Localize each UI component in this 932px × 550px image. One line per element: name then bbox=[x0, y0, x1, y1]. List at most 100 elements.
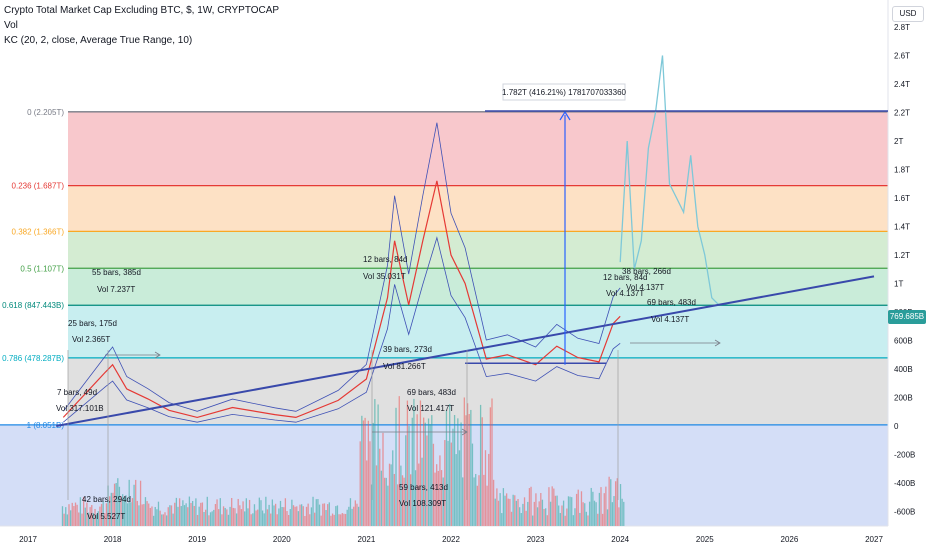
volume-bar bbox=[496, 488, 498, 526]
volume-bar bbox=[68, 504, 70, 526]
volume-bar bbox=[488, 453, 490, 526]
volume-bar bbox=[73, 506, 75, 526]
range-annotation: 59 bars, 413d bbox=[399, 483, 448, 492]
indicator-legend[interactable]: KC (20, 2, close, Average True Range, 10… bbox=[4, 35, 193, 46]
range-arrow-head bbox=[461, 428, 468, 436]
volume-bar bbox=[242, 501, 244, 526]
volume-bar bbox=[180, 506, 182, 526]
volume-bar bbox=[457, 418, 459, 526]
volume-bar bbox=[429, 424, 431, 526]
volume-bar bbox=[470, 409, 472, 526]
volume-bar bbox=[341, 513, 343, 526]
volume-bar bbox=[481, 417, 483, 526]
volume-bar bbox=[359, 441, 361, 526]
volume-bar bbox=[519, 507, 521, 526]
volume-bar bbox=[312, 496, 314, 526]
volume-bar bbox=[71, 502, 73, 526]
y-tick-label: -200B bbox=[894, 451, 915, 460]
volume-bar bbox=[349, 498, 352, 526]
volume-bar bbox=[475, 473, 477, 526]
volume-bar bbox=[372, 422, 374, 526]
projection-line bbox=[619, 55, 720, 306]
volume-bar bbox=[410, 474, 412, 526]
x-tick-label: 2017 bbox=[19, 535, 37, 544]
fib-label: 1 (8.051B) bbox=[27, 421, 65, 430]
volume-bar bbox=[187, 507, 189, 526]
volume-bar bbox=[167, 507, 169, 526]
currency-button[interactable]: USD bbox=[892, 6, 924, 22]
volume-bar bbox=[492, 479, 495, 526]
volume-bar bbox=[81, 513, 83, 526]
volume-bar bbox=[551, 486, 553, 526]
x-tick-label: 2025 bbox=[696, 535, 714, 544]
volume-bar bbox=[105, 503, 108, 526]
volume-bar bbox=[148, 503, 150, 526]
volume-bar bbox=[237, 498, 239, 526]
volume-bar bbox=[178, 498, 181, 526]
volume-bar bbox=[442, 477, 444, 526]
volume-bar bbox=[161, 514, 163, 526]
range-annotation: 69 bars, 483d bbox=[647, 298, 696, 307]
volume-bar bbox=[486, 485, 488, 526]
volume-bar bbox=[344, 513, 347, 526]
volume-bar bbox=[94, 508, 96, 526]
fib-zone bbox=[68, 185, 888, 232]
volume-bar bbox=[388, 463, 391, 526]
volume-bar bbox=[605, 486, 607, 526]
y-tick-label: 600B bbox=[894, 337, 913, 346]
volume-bar bbox=[549, 501, 552, 526]
volume-bar bbox=[248, 499, 251, 526]
volume-bar bbox=[125, 495, 127, 526]
volume-bar bbox=[128, 479, 130, 526]
volume-bar bbox=[92, 512, 95, 526]
volume-bar bbox=[209, 512, 212, 526]
volume-bar bbox=[265, 496, 267, 526]
volume-bar bbox=[421, 457, 423, 526]
volume-bar bbox=[123, 497, 125, 526]
volume-bar bbox=[538, 501, 540, 526]
volume-bar bbox=[79, 497, 82, 526]
volume-bar bbox=[621, 498, 623, 526]
volume-bar bbox=[401, 475, 404, 526]
volume-bar bbox=[214, 504, 217, 526]
volume-bar bbox=[369, 441, 371, 526]
volume-bar bbox=[561, 505, 563, 526]
volume-bar bbox=[86, 502, 88, 526]
volume-bar bbox=[575, 493, 578, 526]
range-annotation: Vol 81.266T bbox=[383, 362, 426, 371]
volume-bar bbox=[330, 515, 332, 526]
volume-bar bbox=[383, 477, 386, 526]
volume-bar bbox=[133, 484, 135, 526]
measure-box bbox=[502, 83, 626, 101]
volume-bar bbox=[479, 404, 482, 526]
fib-label: 0.236 (1.687T) bbox=[12, 182, 65, 191]
volume-bar bbox=[159, 510, 161, 526]
volume-bar bbox=[585, 511, 588, 526]
y-tick-label: -400B bbox=[894, 479, 915, 488]
volume-bar bbox=[227, 514, 230, 526]
volume-bar bbox=[314, 512, 316, 526]
volume-bar bbox=[139, 480, 142, 526]
volume-bar bbox=[540, 492, 542, 526]
volume-bar bbox=[445, 410, 448, 526]
fib-label: 0 (2.205T) bbox=[27, 108, 64, 117]
volume-bar bbox=[426, 435, 428, 526]
volume-bar bbox=[387, 485, 389, 526]
volume-bar bbox=[403, 477, 405, 526]
volume-bar bbox=[466, 403, 469, 526]
volume-bar bbox=[577, 489, 579, 526]
volume-bar bbox=[109, 496, 111, 526]
volume-bar bbox=[338, 514, 340, 526]
volume-bar bbox=[367, 420, 370, 526]
volume-bar bbox=[462, 477, 464, 526]
volume-bar bbox=[370, 484, 373, 526]
volume-bar bbox=[522, 503, 524, 526]
volume-bar bbox=[245, 498, 247, 526]
volume-bar bbox=[268, 504, 270, 526]
volume-bar bbox=[122, 494, 124, 526]
y-tick-label: 1.8T bbox=[894, 166, 910, 175]
volume-bar bbox=[619, 484, 622, 526]
volume-bar bbox=[221, 514, 223, 526]
volume-bar bbox=[130, 502, 132, 526]
